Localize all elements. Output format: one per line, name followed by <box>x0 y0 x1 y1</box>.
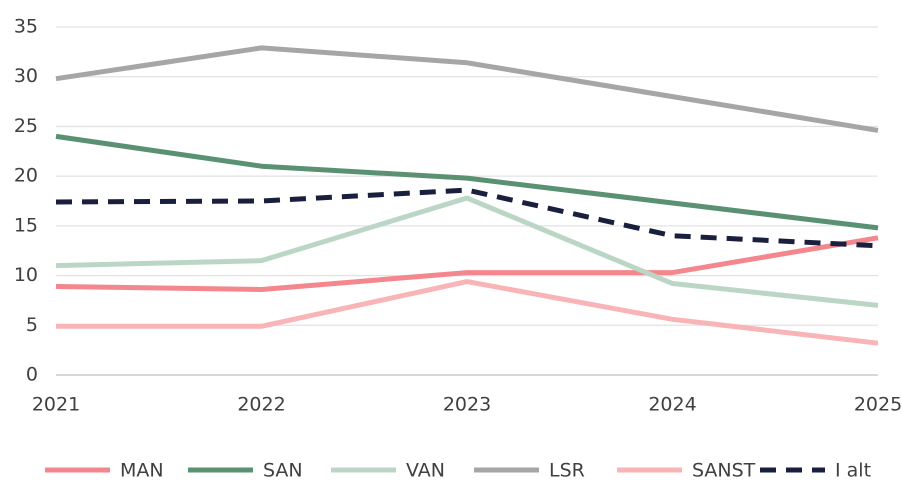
legend-label: VAN <box>406 460 445 481</box>
series-line <box>56 279 879 346</box>
x-tick-label: 2024 <box>648 394 696 416</box>
series-line <box>55 195 879 308</box>
y-tick-label: 15 <box>14 214 38 236</box>
y-tick-label: 35 <box>14 16 38 38</box>
y-tick-label: 10 <box>14 264 38 286</box>
y-tick-label: 30 <box>14 65 38 87</box>
series-line <box>55 235 879 292</box>
y-tick-label: 20 <box>14 165 38 187</box>
x-tick-label: 2021 <box>32 394 80 416</box>
series-line <box>55 133 879 231</box>
series-line <box>55 187 879 249</box>
y-tick-label: 25 <box>14 115 38 137</box>
legend-label: I alt <box>835 460 871 481</box>
legend-label: SAN <box>263 460 303 481</box>
x-tick-label: 2022 <box>237 394 285 416</box>
legend-label: LSR <box>549 460 585 481</box>
x-tick-label: 2023 <box>443 394 491 416</box>
legend-label: SANST <box>692 460 756 481</box>
y-tick-label: 0 <box>26 364 38 386</box>
legend-label: MAN <box>120 460 164 481</box>
x-tick-label: 2025 <box>854 394 902 416</box>
y-tick-label: 5 <box>26 314 38 336</box>
series-line <box>55 45 879 133</box>
